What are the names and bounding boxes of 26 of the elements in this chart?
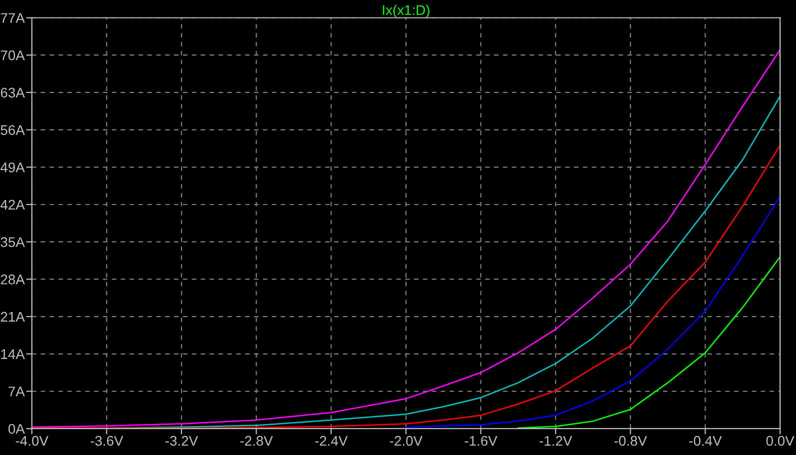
x-tick-label: -2.8V: [240, 436, 273, 446]
x-tick-label: -1.2V: [540, 436, 572, 446]
y-tick-label: 56A: [0, 125, 25, 135]
y-tick-label: 14A: [1, 349, 25, 359]
y-tick-label: 28A: [0, 274, 25, 284]
x-tick-label: -4.0V: [16, 436, 48, 446]
line-series: [518, 256, 780, 429]
y-tick-label: 49A: [0, 162, 25, 172]
y-tick-label: 70A: [0, 50, 25, 60]
x-tick-label: -2.4V: [315, 436, 348, 446]
line-series: [405, 196, 780, 428]
y-tick-label: 35A: [0, 237, 25, 248]
x-tick-label: -2.0V: [390, 436, 422, 446]
chart-title: Ix(x1:D): [382, 4, 430, 18]
x-tick-label: -0.8V: [614, 436, 647, 446]
y-tick-label: 63A: [0, 88, 25, 98]
x-tick-label: -3.6V: [90, 436, 124, 446]
y-tick-label: 0A: [8, 424, 25, 434]
x-tick-label: -1.6V: [464, 436, 498, 446]
x-tick-label: -3.2V: [166, 436, 198, 446]
y-tick-label: 7A: [8, 386, 25, 396]
y-tick-label: 42A: [0, 200, 25, 210]
x-tick-label: 0.0V: [766, 436, 794, 446]
y-tick-label: 21A: [0, 312, 25, 322]
x-tick-label: -0.4V: [689, 436, 722, 446]
y-tick-label: 77A: [0, 13, 25, 23]
